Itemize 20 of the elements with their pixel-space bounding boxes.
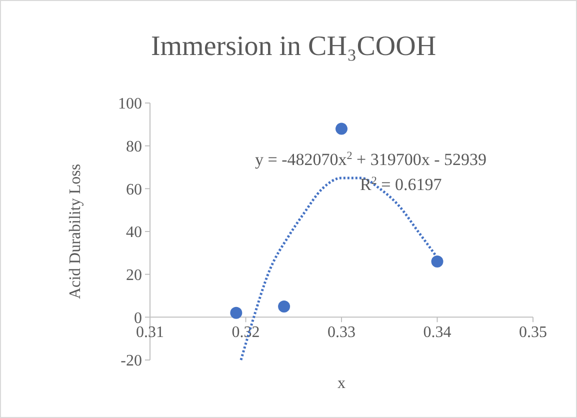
point [431, 255, 444, 268]
annotation: y = -482070x$^{2}$ + 319700x - 52939 [255, 150, 487, 169]
annotation: R$^{2}$ = 0.6197 [360, 175, 442, 194]
chart-title: Immersion in CH₃COOH [150, 31, 436, 62]
y-tick-label: 20 [126, 266, 142, 284]
x-tick-label: 0.34 [423, 324, 452, 342]
y-tick-label: 60 [126, 181, 142, 198]
y-tick-label: 0 [134, 310, 142, 327]
point [278, 300, 290, 312]
y-tick-label: 80 [126, 138, 142, 156]
point [336, 122, 348, 135]
y-tick-label: 40 [126, 224, 142, 242]
x-tick-label: 0.31 [136, 324, 164, 342]
x-tick-label: 0.33 [328, 324, 356, 342]
x-tick-label: 0.35 [519, 324, 547, 342]
y-tick-label: 100 [118, 96, 142, 113]
x-axis-title: x [338, 375, 346, 392]
y-axis-title: Acid Durability Loss [67, 164, 84, 300]
y-tick-label: -20 [120, 352, 142, 370]
point [230, 306, 242, 319]
